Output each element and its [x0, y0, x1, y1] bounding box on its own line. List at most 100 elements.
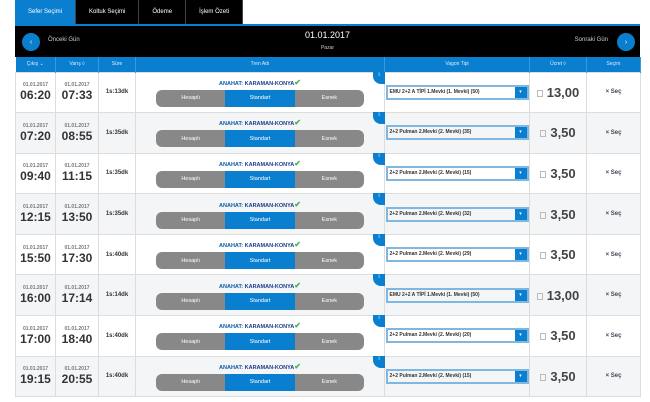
fare-hesapli[interactable]: Hesaplı — [156, 252, 226, 270]
select-button[interactable]: × Seç — [606, 333, 622, 339]
fare-esnek[interactable]: Esnek — [294, 252, 364, 270]
fare-esnek[interactable]: Esnek — [294, 373, 364, 391]
fare-hesapli[interactable]: Hesaplı — [156, 373, 226, 391]
fare-esnek[interactable]: Esnek — [294, 130, 364, 148]
fare-esnek[interactable]: Esnek — [294, 89, 364, 107]
select-cell: × Seç — [586, 193, 641, 235]
x-icon: × — [605, 170, 610, 177]
fare-esnek[interactable]: Esnek — [294, 211, 364, 229]
chevron-down-icon: ▾ — [514, 289, 527, 301]
column-header-arrival[interactable]: Varış ◊ — [55, 57, 99, 72]
wagon-type-select[interactable]: EMU 2+2 A TİPİ 1.Mevki (1. Mevki) (50) ▾ — [385, 84, 529, 100]
fare-esnek[interactable]: Esnek — [294, 292, 364, 310]
fare-standart[interactable]: Standart — [225, 89, 295, 107]
info-icon[interactable]: i — [373, 274, 385, 287]
wagon-type-select[interactable]: 2+2 Pulman 2.Mevki (2. Mevki) (15) ▾ — [385, 368, 529, 384]
wagon-type-value: EMU 2+2 A TİPİ 1.Mevki (1. Mevki) (50) — [389, 291, 480, 298]
fare-hesapli[interactable]: Hesaplı — [156, 130, 226, 148]
arrival-cell: 01.01.2017 07:33 — [55, 71, 99, 114]
fare-standart[interactable]: Standart — [225, 292, 295, 310]
fare-hesapli[interactable]: Hesaplı — [156, 292, 226, 310]
price-checkbox[interactable] — [540, 130, 547, 138]
info-icon[interactable]: i — [373, 193, 385, 206]
next-day-label[interactable]: Sonraki Gün — [574, 37, 608, 43]
departure-date: 01.01.2017 — [22, 366, 49, 373]
fare-standart[interactable]: Standart — [225, 170, 295, 188]
x-icon: × — [605, 332, 610, 339]
price-checkbox[interactable] — [540, 333, 547, 341]
tab-odeme[interactable]: Ödeme — [139, 0, 187, 24]
price-checkbox[interactable] — [536, 89, 543, 97]
tab-koltuk-secimi[interactable]: Koltuk Seçimi — [76, 0, 140, 24]
wagon-cell: EMU 2+2 A TİPİ 1.Mevki (1. Mevki) (50) ▾ — [384, 71, 530, 114]
train-route: KARAMAN-KONYA — [244, 161, 295, 168]
table-row: 01.01.2017 19:15 01.01.2017 20:55 1s:40dk … — [15, 355, 641, 398]
select-button[interactable]: × Seç — [606, 89, 622, 95]
fare-esnek[interactable]: Esnek — [294, 333, 364, 351]
fare-type-segment: Hesaplı Standart Esnek — [156, 333, 364, 351]
train-cell: i ANAHAT: KARAMAN-KONYA✔ Hesaplı Standart… — [135, 71, 385, 114]
price-checkbox[interactable] — [536, 292, 543, 300]
table-row: 01.01.2017 17:00 01.01.2017 18:40 1s:40dk … — [15, 315, 641, 357]
fare-standart[interactable]: Standart — [225, 130, 295, 148]
wagon-cell: 2+2 Pulman 2.Mevki (2. Mevki) (29) ▾ — [384, 233, 530, 276]
price-checkbox[interactable] — [540, 211, 547, 219]
column-header-price[interactable]: Ücret ◊ — [529, 57, 587, 72]
column-header-departure[interactable]: Çıkış ⌄ — [15, 57, 56, 72]
prev-day-label[interactable]: Önceki Gün — [48, 37, 80, 43]
prev-day-button[interactable]: ‹ — [22, 33, 40, 51]
tab-sefer-secimi[interactable]: Sefer Seçimi — [15, 0, 77, 24]
info-icon[interactable]: i — [373, 233, 385, 246]
select-button[interactable]: × Seç — [606, 170, 622, 176]
info-icon[interactable]: i — [373, 112, 385, 125]
fare-standart[interactable]: Standart — [225, 333, 295, 351]
select-button[interactable]: × Seç — [606, 373, 622, 379]
duration: 1s:35dk — [98, 152, 136, 195]
select-button[interactable]: × Seç — [606, 211, 622, 217]
wagon-type-select[interactable]: 2+2 Pulman 2.Mevki (2. Mevki) (32) ▾ — [385, 206, 529, 222]
fare-standart[interactable]: Standart — [225, 373, 295, 391]
select-label: Seç — [610, 89, 622, 96]
info-icon[interactable]: i — [373, 71, 385, 84]
wagon-cell: EMU 2+2 A TİPİ 1.Mevki (1. Mevki) (50) ▾ — [384, 274, 530, 317]
departure-date: 01.01.2017 — [22, 163, 49, 170]
fare-hesapli[interactable]: Hesaplı — [156, 333, 226, 351]
wagon-type-select[interactable]: 2+2 Pulman 2.Mevki (2. Mevki) (29) ▾ — [385, 247, 529, 263]
duration: 1s:40dk — [98, 355, 136, 398]
train-route: KARAMAN-KONYA — [244, 202, 295, 209]
fare-type-segment: Hesaplı Standart Esnek — [156, 252, 364, 270]
wagon-type-select[interactable]: 2+2 Pulman 2.Mevki (2. Mevki) (20) ▾ — [385, 328, 529, 344]
fare-standart[interactable]: Standart — [225, 252, 295, 270]
select-button[interactable]: × Seç — [606, 130, 622, 136]
departure-cell: 01.01.2017 12:15 — [15, 193, 56, 235]
fare-hesapli[interactable]: Hesaplı — [156, 89, 226, 107]
info-icon[interactable]: i — [373, 355, 385, 368]
price-checkbox[interactable] — [540, 373, 547, 381]
wagon-cell: 2+2 Pulman 2.Mevki (2. Mevki) (15) ▾ — [384, 355, 530, 398]
select-label: Seç — [610, 332, 622, 339]
info-icon[interactable]: i — [373, 152, 385, 165]
departure-date: 01.01.2017 — [22, 204, 49, 211]
wagon-type-select[interactable]: 2+2 Pulman 2.Mevki (2. Mevki) (15) ▾ — [385, 165, 529, 181]
table-row: 01.01.2017 07:20 01.01.2017 08:55 1s:35dk … — [15, 112, 641, 154]
arrival-time: 08:55 — [61, 128, 93, 143]
chevron-down-icon: ▾ — [514, 208, 527, 220]
train-cell: i ANAHAT: KARAMAN-KONYA✔ Hesaplı Standart… — [135, 233, 385, 276]
tab-islem-ozeti[interactable]: İşlem Özeti — [186, 0, 244, 24]
wagon-type-select[interactable]: EMU 2+2 A TİPİ 1.Mevki (1. Mevki) (50) ▾ — [385, 287, 529, 303]
fare-esnek[interactable]: Esnek — [294, 170, 364, 188]
arrival-time: 17:30 — [61, 250, 93, 265]
train-route: KARAMAN-KONYA — [244, 243, 295, 250]
next-day-button[interactable]: › — [617, 33, 635, 51]
fare-hesapli[interactable]: Hesaplı — [156, 211, 226, 229]
column-header-duration: Süre — [98, 57, 136, 72]
fare-hesapli[interactable]: Hesaplı — [156, 170, 226, 188]
price-checkbox[interactable] — [540, 252, 547, 260]
arrival-cell: 01.01.2017 18:40 — [55, 315, 99, 357]
select-button[interactable]: × Seç — [606, 292, 622, 298]
fare-standart[interactable]: Standart — [225, 211, 295, 229]
price-checkbox[interactable] — [540, 170, 547, 178]
select-button[interactable]: × Seç — [606, 252, 622, 258]
info-icon[interactable]: i — [373, 315, 385, 328]
wagon-type-select[interactable]: 2+2 Pulman 2.Mevki (2. Mevki) (35) ▾ — [385, 125, 529, 141]
